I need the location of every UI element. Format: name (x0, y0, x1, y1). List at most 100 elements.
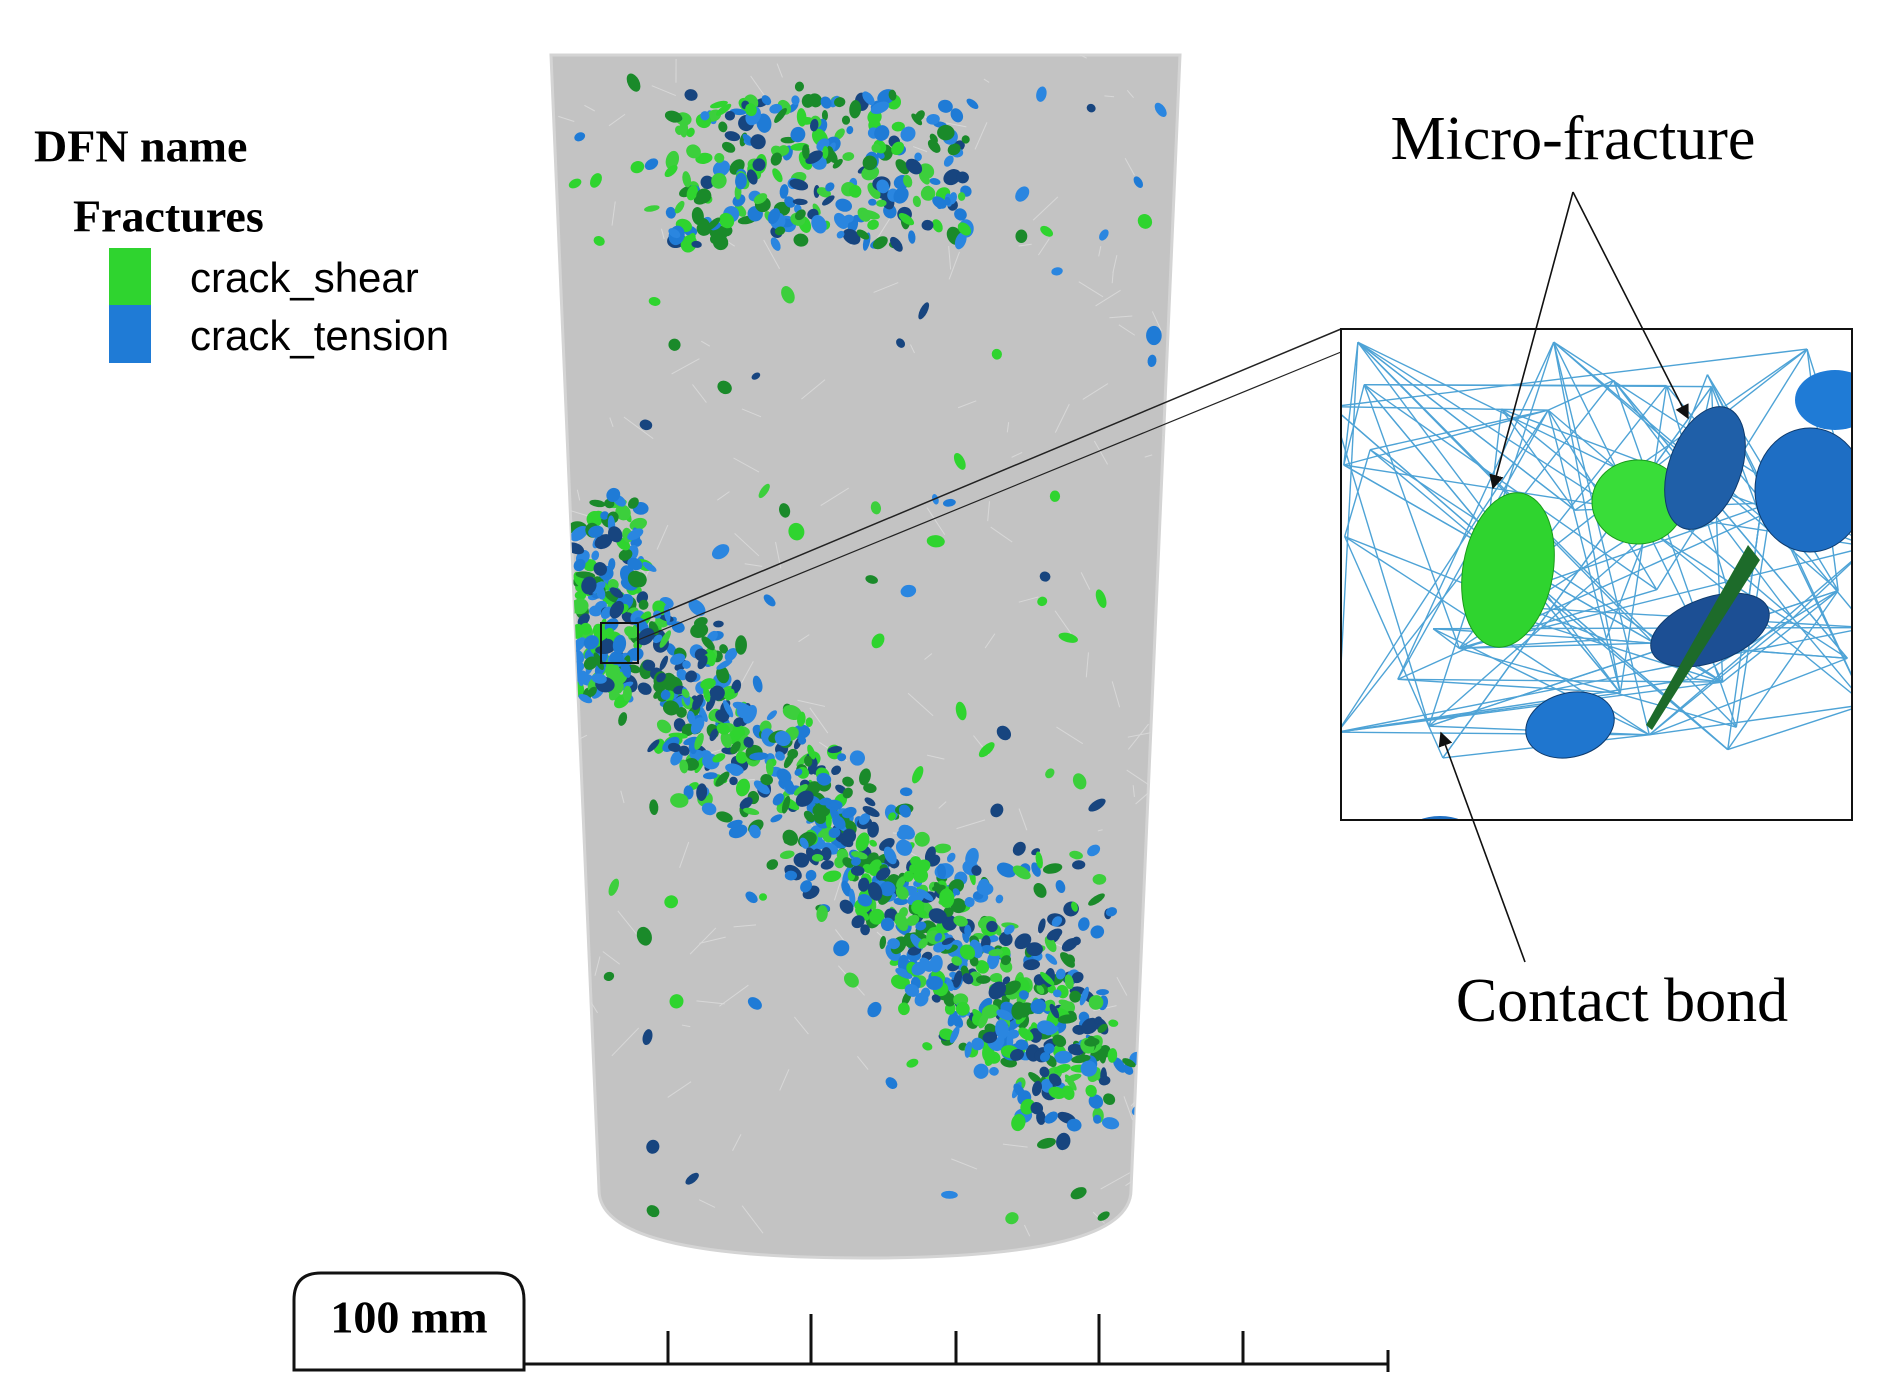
crack (822, 870, 842, 882)
legend-title: DFN name (34, 121, 247, 172)
crack (926, 535, 945, 548)
contact-bond (584, 1218, 599, 1238)
crack (1088, 995, 1104, 1010)
crack (1035, 851, 1043, 869)
crack (807, 744, 816, 760)
crack (1072, 773, 1087, 790)
crack (682, 660, 691, 669)
crack (898, 824, 915, 840)
crack (802, 144, 810, 160)
crack (770, 814, 783, 823)
crack (988, 981, 1007, 1000)
contact-bond (1865, 628, 1867, 705)
crack (978, 997, 993, 1013)
crack (1154, 102, 1167, 117)
contact-bond (1363, 384, 1658, 591)
crack (944, 196, 951, 206)
contact-bond (1118, 324, 1136, 336)
crack (644, 158, 659, 171)
crack (918, 938, 928, 949)
crack (779, 503, 791, 518)
crack (1013, 1083, 1025, 1097)
crack (729, 776, 738, 786)
legend-group: Fractures (73, 191, 264, 242)
crack (715, 709, 730, 723)
crack (1133, 176, 1143, 188)
crack (899, 787, 913, 797)
crack (609, 600, 625, 619)
crack (941, 937, 954, 946)
crack (760, 774, 774, 786)
crack (696, 188, 712, 204)
crack (1085, 1084, 1097, 1097)
crack (946, 852, 956, 863)
crack (1086, 103, 1096, 113)
crack (797, 711, 806, 727)
crack (1046, 928, 1063, 941)
crack (1069, 990, 1082, 1003)
contact-bond (602, 951, 621, 965)
crack (895, 967, 913, 979)
crack (627, 570, 644, 588)
crack (659, 655, 669, 671)
crack (1069, 850, 1083, 860)
tension-crack (1525, 691, 1615, 759)
contact-bond (1370, 409, 1549, 451)
crack (715, 103, 732, 116)
crack (964, 897, 975, 908)
crack (716, 722, 730, 735)
crack (1072, 936, 1081, 946)
crack (679, 759, 689, 774)
crack (607, 579, 619, 590)
crack (849, 750, 866, 766)
crack (675, 125, 684, 135)
contact-bond (608, 113, 626, 127)
crack (1026, 942, 1043, 957)
crack (868, 198, 877, 206)
contact-bond (1078, 281, 1104, 298)
crack (811, 214, 827, 234)
contact-bond (576, 1050, 587, 1065)
crack (950, 108, 964, 123)
crack (870, 101, 890, 114)
crack (1033, 883, 1047, 898)
contact-bond (1341, 678, 1694, 733)
crack (1002, 976, 1011, 985)
crack (589, 499, 606, 508)
crack (1011, 1001, 1026, 1020)
zoom-content (1341, 341, 1867, 820)
crack (581, 576, 597, 595)
crack (803, 810, 815, 823)
contact-bond (696, 1000, 725, 1005)
crack (1122, 1058, 1136, 1068)
crack (752, 158, 766, 172)
legend-swatch (109, 248, 151, 305)
crack (1018, 1027, 1034, 1041)
contact-bond (611, 201, 616, 226)
crack (667, 742, 682, 753)
crack (609, 587, 624, 599)
crack (914, 152, 922, 162)
contact-bond (733, 924, 757, 928)
contact-bond (1135, 791, 1150, 805)
crack (812, 203, 821, 215)
contact-bond (1111, 681, 1121, 708)
crack (951, 1014, 964, 1028)
crack (600, 606, 613, 620)
contact-bond (1018, 596, 1039, 603)
crack (636, 926, 652, 946)
contact-bond (1459, 647, 1737, 728)
crack (827, 746, 843, 754)
contact-bond (1085, 652, 1089, 678)
crack (1079, 986, 1089, 1006)
crack (791, 95, 800, 106)
crack (578, 693, 593, 704)
crack (719, 212, 735, 229)
crack (1058, 632, 1078, 643)
tension-crack (1754, 427, 1852, 553)
contact-bond (611, 1027, 640, 1057)
crack (864, 797, 876, 807)
contact-bond (698, 1199, 716, 1208)
crack (903, 870, 914, 882)
crack (842, 776, 854, 787)
